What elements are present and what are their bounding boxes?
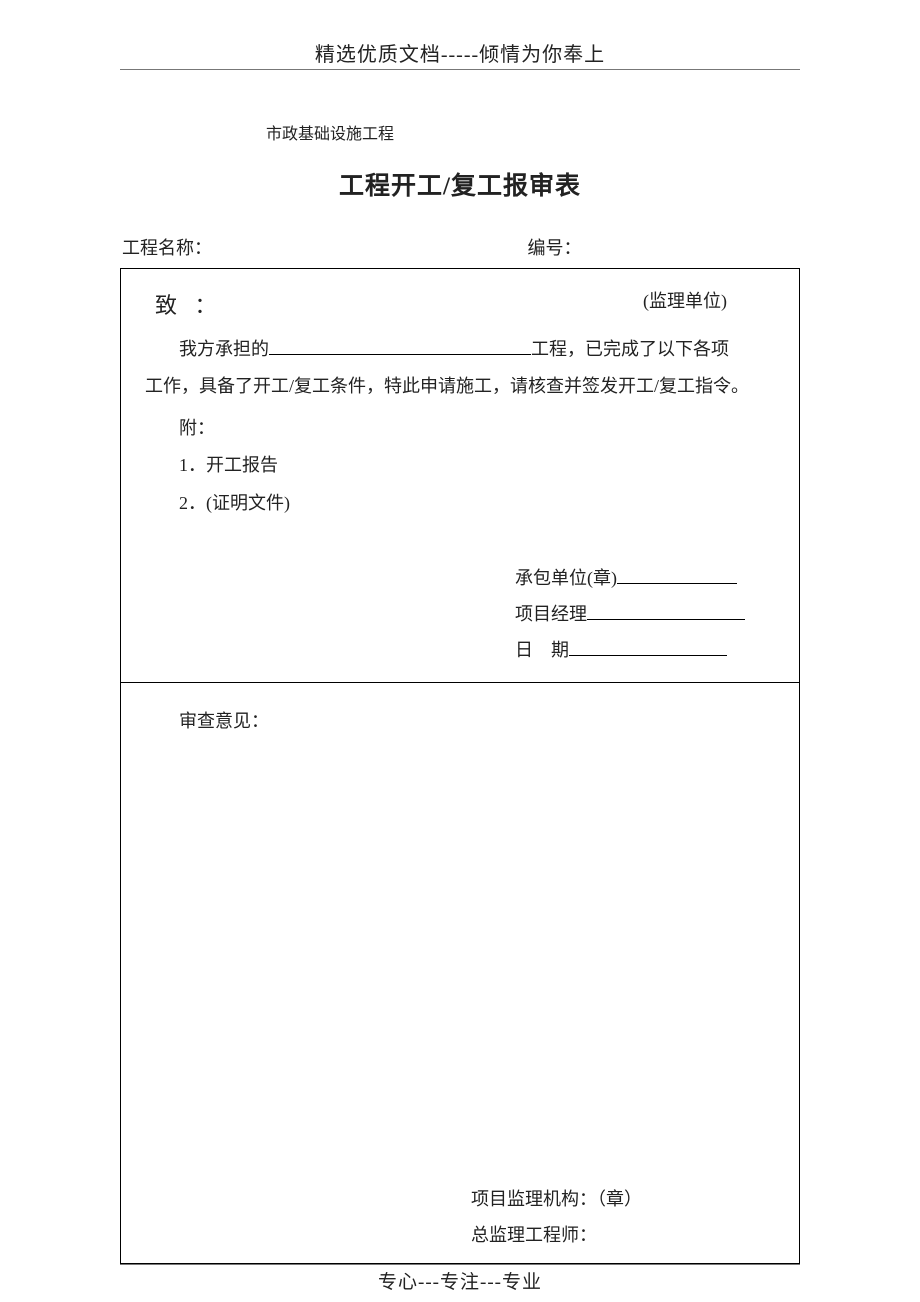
upper-signature-block: 承包单位(章) 项目经理 日期: [515, 560, 779, 668]
date-char-2: 期: [551, 640, 569, 660]
contractor-sign-label: 承包单位(章): [515, 568, 617, 588]
attachment-item-1: 1．开工报告: [179, 447, 779, 484]
document-subtitle: 市政基础设施工程: [266, 120, 800, 144]
pm-sign-row: 项目经理: [515, 596, 779, 632]
pm-sign-line: [587, 602, 745, 620]
form-table: 致 ： (监理单位) 我方承担的 工程，已完成了以下各项 工作，具备了开工/复工条…: [120, 268, 800, 1264]
lower-cell: 审查意见： 项目监理机构：（章） 总监理工程师：: [121, 682, 800, 1263]
header-rule: [120, 69, 800, 70]
attachment-label: 附：: [179, 410, 779, 447]
footer-title: 专心---专注---专业: [120, 1267, 800, 1294]
supervision-org-label: 项目监理机构：（章）: [471, 1181, 642, 1217]
header-title: 精选优质文档-----倾情为你奉上: [120, 38, 800, 67]
document-main-title: 工程开工/复工报审表: [120, 166, 800, 202]
supervision-unit-label: (监理单位): [643, 283, 727, 320]
to-label: 致 ：: [155, 283, 223, 329]
contractor-sign-line: [617, 566, 737, 584]
document-page: 精选优质文档-----倾情为你奉上 市政基础设施工程 工程开工/复工报审表 工程…: [0, 0, 920, 1294]
body-suffix: 工程，已完成了以下各项: [531, 339, 729, 359]
chief-engineer-label: 总监理工程师：: [471, 1217, 642, 1253]
date-sign-row: 日期: [515, 632, 779, 668]
date-sign-line: [569, 638, 727, 656]
contractor-sign-row: 承包单位(章): [515, 560, 779, 596]
lower-signature-block: 项目监理机构：（章） 总监理工程师：: [471, 1181, 642, 1253]
footer-rule: [120, 1264, 800, 1265]
body-text-line2: 工作，具备了开工/复工条件，特此申请施工，请核查并签发开工/复工指令。: [145, 368, 779, 405]
attachment-item-2: 2．(证明文件): [179, 485, 779, 522]
body-text-line1: 我方承担的 工程，已完成了以下各项: [145, 331, 779, 368]
upper-cell: 致 ： (监理单位) 我方承担的 工程，已完成了以下各项 工作，具备了开工/复工条…: [121, 269, 800, 683]
body-prefix: 我方承担的: [179, 339, 269, 359]
project-name-underline: [269, 337, 531, 355]
opinion-label: 审查意见：: [179, 707, 779, 733]
date-char-1: 日: [515, 640, 551, 660]
document-number-label: 编号：: [393, 234, 799, 260]
pm-sign-label: 项目经理: [515, 604, 587, 624]
meta-row: 工程名称： 编号：: [120, 234, 800, 260]
project-name-label: 工程名称：: [122, 234, 393, 260]
to-row: 致 ： (监理单位): [145, 283, 779, 329]
